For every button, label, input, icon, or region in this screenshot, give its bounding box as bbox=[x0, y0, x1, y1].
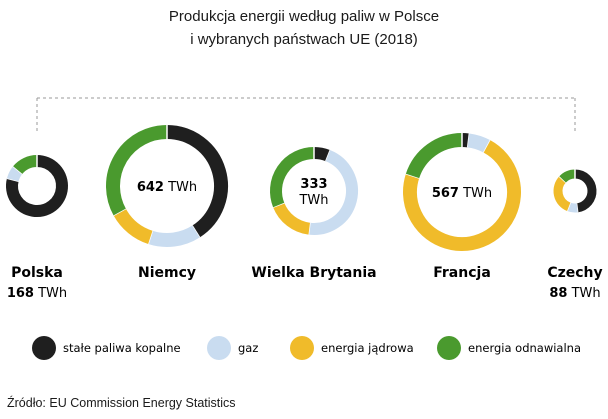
slice-energia-jądrowa bbox=[553, 176, 571, 211]
legend-item: gaz bbox=[207, 336, 258, 360]
slice-gaz bbox=[6, 166, 23, 182]
legend-swatch bbox=[437, 336, 461, 360]
slice-stałe-paliwa-kopalne bbox=[6, 155, 68, 217]
country-name: Niemcy bbox=[138, 265, 196, 281]
legend-swatch bbox=[290, 336, 314, 360]
total-value: 168 bbox=[7, 286, 34, 301]
total-value: 88 bbox=[549, 286, 567, 301]
center-label: 567 TWh bbox=[432, 186, 492, 201]
center-unit: TWh bbox=[459, 186, 492, 201]
center-value: 333 bbox=[300, 177, 327, 192]
slice-gaz bbox=[567, 202, 578, 213]
center-value: 642 bbox=[137, 180, 164, 195]
donut-francja bbox=[403, 133, 521, 251]
country-name: Francja bbox=[433, 265, 491, 281]
legend-label: stałe paliwa kopalne bbox=[63, 341, 181, 355]
chart-title: Produkcja energii według paliw w Polsce … bbox=[0, 5, 608, 51]
slice-energia-jądrowa bbox=[273, 202, 311, 235]
country-total: 88 TWh bbox=[549, 286, 600, 301]
donut-czechy bbox=[553, 169, 597, 213]
slice-energia-odnawialna bbox=[106, 125, 168, 216]
legend-item: stałe paliwa kopalne bbox=[32, 336, 181, 360]
donut-niemcy bbox=[106, 125, 228, 247]
country-total: 168 TWh bbox=[7, 286, 67, 301]
slice-separator bbox=[307, 222, 311, 235]
title-line-1: Produkcja energii według paliw w Polsce bbox=[168, 8, 440, 25]
slice-energia-odnawialna bbox=[270, 147, 315, 208]
center-unit: TWh bbox=[164, 180, 197, 195]
source-note: Źródło: EU Commission Energy Statistics bbox=[7, 396, 236, 410]
center-value: 567 bbox=[432, 186, 459, 201]
slice-gaz bbox=[308, 150, 358, 235]
center-label: 642 TWh bbox=[137, 180, 197, 195]
legend-swatch bbox=[207, 336, 231, 360]
total-unit: TWh bbox=[567, 286, 600, 301]
slice-gaz bbox=[467, 133, 491, 153]
donut-wielka-brytania bbox=[270, 147, 358, 235]
legend-item: energia jądrowa bbox=[290, 336, 414, 360]
slice-energia-jądrowa bbox=[403, 140, 521, 251]
slice-stałe-paliwa-kopalne bbox=[313, 147, 331, 162]
legend-label: energia jądrowa bbox=[321, 341, 414, 355]
country-name: Czechy bbox=[547, 265, 602, 281]
country-name: Wielka Brytania bbox=[251, 265, 376, 281]
slice-energia-odnawialna bbox=[13, 155, 38, 175]
donut-polska bbox=[6, 155, 68, 217]
legend-item: energia odnawialna bbox=[437, 336, 581, 360]
country-name: Polska bbox=[11, 265, 63, 281]
slice-energia-jądrowa bbox=[113, 208, 153, 245]
legend-swatch bbox=[32, 336, 56, 360]
slice-stałe-paliwa-kopalne bbox=[166, 125, 228, 238]
center-unit: TWh bbox=[298, 193, 328, 208]
legend-label: energia odnawialna bbox=[468, 341, 581, 355]
slice-gaz bbox=[148, 225, 200, 247]
slice-stałe-paliwa-kopalne bbox=[574, 169, 597, 213]
legend-label: gaz bbox=[238, 341, 258, 355]
title-line-2: i wybranych państwach UE (2018) bbox=[190, 31, 418, 48]
total-unit: TWh bbox=[34, 286, 67, 301]
slice-energia-odnawialna bbox=[559, 169, 576, 183]
slice-energia-odnawialna bbox=[405, 133, 463, 179]
